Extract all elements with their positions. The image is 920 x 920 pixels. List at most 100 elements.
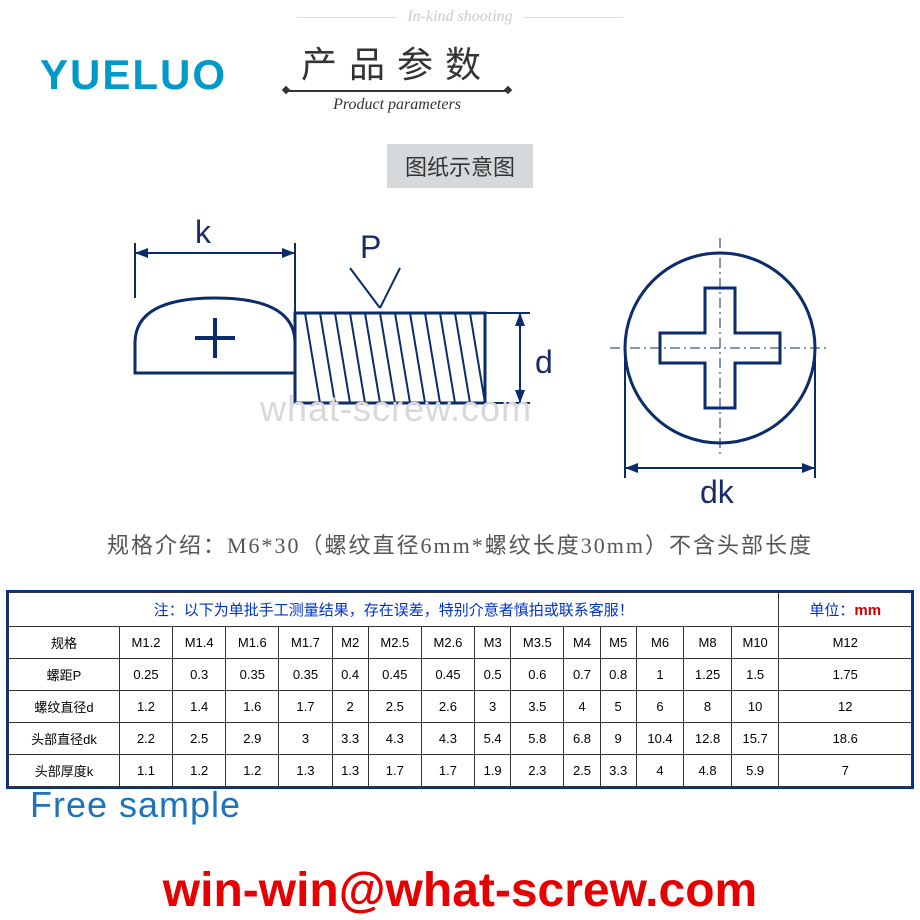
- table-note: 注：以下为单批手工测量结果，存在误差，特别介意者慎拍或联系客服！: [9, 593, 779, 627]
- diagram-area: what-screw.com: [40, 198, 880, 508]
- dim-d-label: d: [535, 344, 553, 380]
- data-cell: 0.45: [421, 659, 474, 691]
- data-cell: 0.7: [564, 659, 600, 691]
- data-cell: 0.3: [173, 659, 226, 691]
- data-cell: 10: [731, 691, 779, 723]
- dim-k-label: k: [195, 214, 212, 250]
- unit-cell: 单位：mm: [779, 593, 912, 627]
- col-header: M4: [564, 627, 600, 659]
- data-cell: 3.3: [332, 723, 368, 755]
- spec-note: 规格介绍：M6*30（螺纹直径6mm*螺纹长度30mm）不含头部长度: [0, 528, 920, 560]
- top-banner: In-kind shooting: [0, 0, 920, 26]
- data-cell: 10.4: [636, 723, 684, 755]
- col-header: M10: [731, 627, 779, 659]
- data-cell: 3: [279, 723, 332, 755]
- data-cell: 2.6: [421, 691, 474, 723]
- data-cell: 5.4: [475, 723, 511, 755]
- data-cell: 3.3: [600, 755, 636, 787]
- data-cell: 0.35: [279, 659, 332, 691]
- col-header: M5: [600, 627, 636, 659]
- spec-table: 注：以下为单批手工测量结果，存在误差，特别介意者慎拍或联系客服！ 单位：mm 规…: [8, 592, 912, 787]
- data-cell: 4: [636, 755, 684, 787]
- data-cell: 2.5: [368, 691, 421, 723]
- data-cell: 1.75: [779, 659, 912, 691]
- title-block: 产品参数 Product parameters: [287, 36, 507, 114]
- col-header: M2.5: [368, 627, 421, 659]
- col-header: M2: [332, 627, 368, 659]
- data-cell: 8: [684, 691, 732, 723]
- row-header: 规格: [9, 627, 120, 659]
- data-cell: 9: [600, 723, 636, 755]
- title-chinese: 产品参数: [287, 36, 507, 88]
- row-header: 螺距P: [9, 659, 120, 691]
- data-cell: 1.2: [226, 755, 279, 787]
- col-header: M3.5: [511, 627, 564, 659]
- spec-table-wrap: 注：以下为单批手工测量结果，存在误差，特别介意者慎拍或联系客服！ 单位：mm 规…: [6, 590, 914, 789]
- data-cell: 6.8: [564, 723, 600, 755]
- row-header: 头部厚度k: [9, 755, 120, 787]
- data-cell: 1.4: [173, 691, 226, 723]
- data-cell: 7: [779, 755, 912, 787]
- data-cell: 1.7: [279, 691, 332, 723]
- title-underline: [287, 90, 507, 92]
- data-cell: 1.1: [119, 755, 172, 787]
- data-cell: 15.7: [731, 723, 779, 755]
- dim-dk-label: dk: [700, 474, 735, 508]
- data-cell: 5.9: [731, 755, 779, 787]
- data-cell: 3.5: [511, 691, 564, 723]
- title-english: Product parameters: [287, 96, 507, 114]
- header: YUELUO 产品参数 Product parameters: [0, 26, 920, 114]
- data-cell: 1.5: [731, 659, 779, 691]
- data-cell: 1.7: [368, 755, 421, 787]
- data-cell: 0.35: [226, 659, 279, 691]
- col-header: M1.2: [119, 627, 172, 659]
- data-cell: 4.8: [684, 755, 732, 787]
- row-header: 螺纹直径d: [9, 691, 120, 723]
- col-header: M2.6: [421, 627, 474, 659]
- data-cell: 1.6: [226, 691, 279, 723]
- data-cell: 2.9: [226, 723, 279, 755]
- data-cell: 0.5: [475, 659, 511, 691]
- data-cell: 1.3: [279, 755, 332, 787]
- data-cell: 3: [475, 691, 511, 723]
- data-cell: 2.5: [564, 755, 600, 787]
- data-cell: 1: [636, 659, 684, 691]
- data-cell: 4: [564, 691, 600, 723]
- col-header: M6: [636, 627, 684, 659]
- data-cell: 1.25: [684, 659, 732, 691]
- col-header: M8: [684, 627, 732, 659]
- col-header: M3: [475, 627, 511, 659]
- diagram-label: 图纸示意图: [387, 144, 533, 188]
- data-cell: 1.3: [332, 755, 368, 787]
- data-cell: 1.7: [421, 755, 474, 787]
- data-cell: 2.5: [173, 723, 226, 755]
- data-cell: 2: [332, 691, 368, 723]
- data-cell: 0.4: [332, 659, 368, 691]
- row-header: 头部直径dk: [9, 723, 120, 755]
- data-cell: 2.3: [511, 755, 564, 787]
- data-cell: 1.9: [475, 755, 511, 787]
- col-header: M12: [779, 627, 912, 659]
- brand-logo: YUELUO: [40, 51, 227, 99]
- watermark: what-screw.com: [260, 388, 532, 430]
- email-overlay: win-win@what-screw.com: [0, 863, 920, 918]
- data-cell: 4.3: [421, 723, 474, 755]
- data-cell: 0.45: [368, 659, 421, 691]
- data-cell: 5: [600, 691, 636, 723]
- data-cell: 0.8: [600, 659, 636, 691]
- data-cell: 5.8: [511, 723, 564, 755]
- col-header: M1.7: [279, 627, 332, 659]
- data-cell: 1.2: [173, 755, 226, 787]
- data-cell: 12.8: [684, 723, 732, 755]
- data-cell: 0.25: [119, 659, 172, 691]
- data-cell: 18.6: [779, 723, 912, 755]
- data-cell: 1.2: [119, 691, 172, 723]
- data-cell: 0.6: [511, 659, 564, 691]
- screw-diagram: k P d dk: [40, 198, 880, 508]
- data-cell: 6: [636, 691, 684, 723]
- col-header: M1.4: [173, 627, 226, 659]
- data-cell: 4.3: [368, 723, 421, 755]
- dim-p-label: P: [360, 229, 381, 265]
- data-cell: 12: [779, 691, 912, 723]
- free-sample-overlay: Free sample: [30, 784, 241, 826]
